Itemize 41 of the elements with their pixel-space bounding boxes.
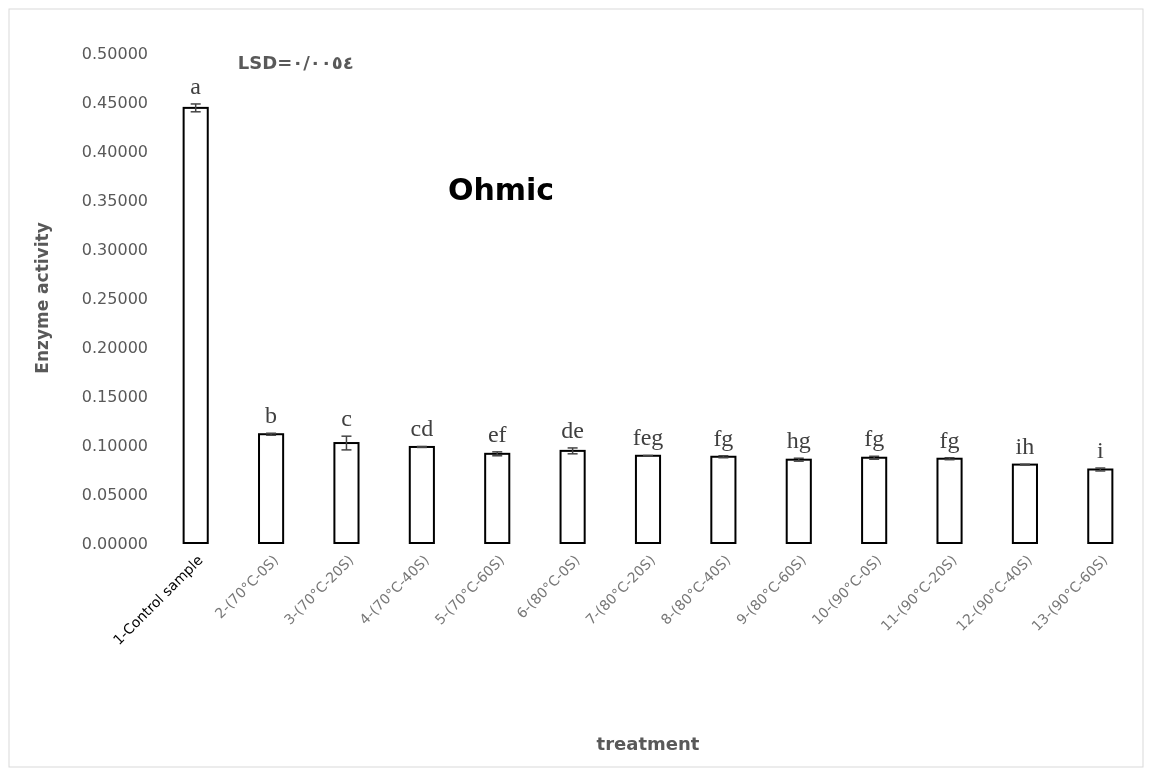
y-tick-label: 0.15000 [81,386,148,406]
annotation: a [190,72,202,99]
y-tick-label: 0.05000 [81,484,148,504]
bar [182,106,209,544]
annotation: b [265,402,278,429]
annotation: i [1096,437,1104,464]
annotation: ef [487,420,507,447]
annotation: cd [410,415,434,442]
annotation: fg [713,424,734,451]
y-tick-label: 0.35000 [81,190,148,210]
annotation: c [341,405,352,432]
bar [785,458,812,544]
annotation: feg [632,424,664,451]
bar [258,433,285,544]
annotation: hg [786,427,811,454]
annotation: fg [939,426,960,453]
annotation: de [561,416,584,443]
x-axis-title: treatment [596,733,700,754]
annotation: ih [1015,433,1035,460]
bar [484,452,511,544]
y-tick-label: 0.20000 [81,337,148,357]
y-tick-label: 0.50000 [81,43,148,63]
y-axis-title: Enzyme activity [32,222,52,374]
bar [861,456,888,544]
bar [1087,468,1114,544]
annotation: LSD=٠/٠٠٥٤ [237,52,354,73]
bar [936,457,963,544]
y-tick-label: 0.25000 [81,288,148,308]
y-tick-label: 0.40000 [81,141,148,161]
bar [333,442,360,544]
bar [559,449,586,544]
y-tick-label: 0.00000 [81,533,148,553]
bar [408,445,435,544]
y-tick-label: 0.10000 [81,435,148,455]
bar [1011,463,1038,544]
y-tick-label: 0.30000 [81,239,148,259]
bar [634,454,662,544]
bar [710,455,737,544]
text: Ohmic [447,172,555,207]
y-tick-label: 0.45000 [81,92,148,112]
annotation: fg [864,425,885,452]
